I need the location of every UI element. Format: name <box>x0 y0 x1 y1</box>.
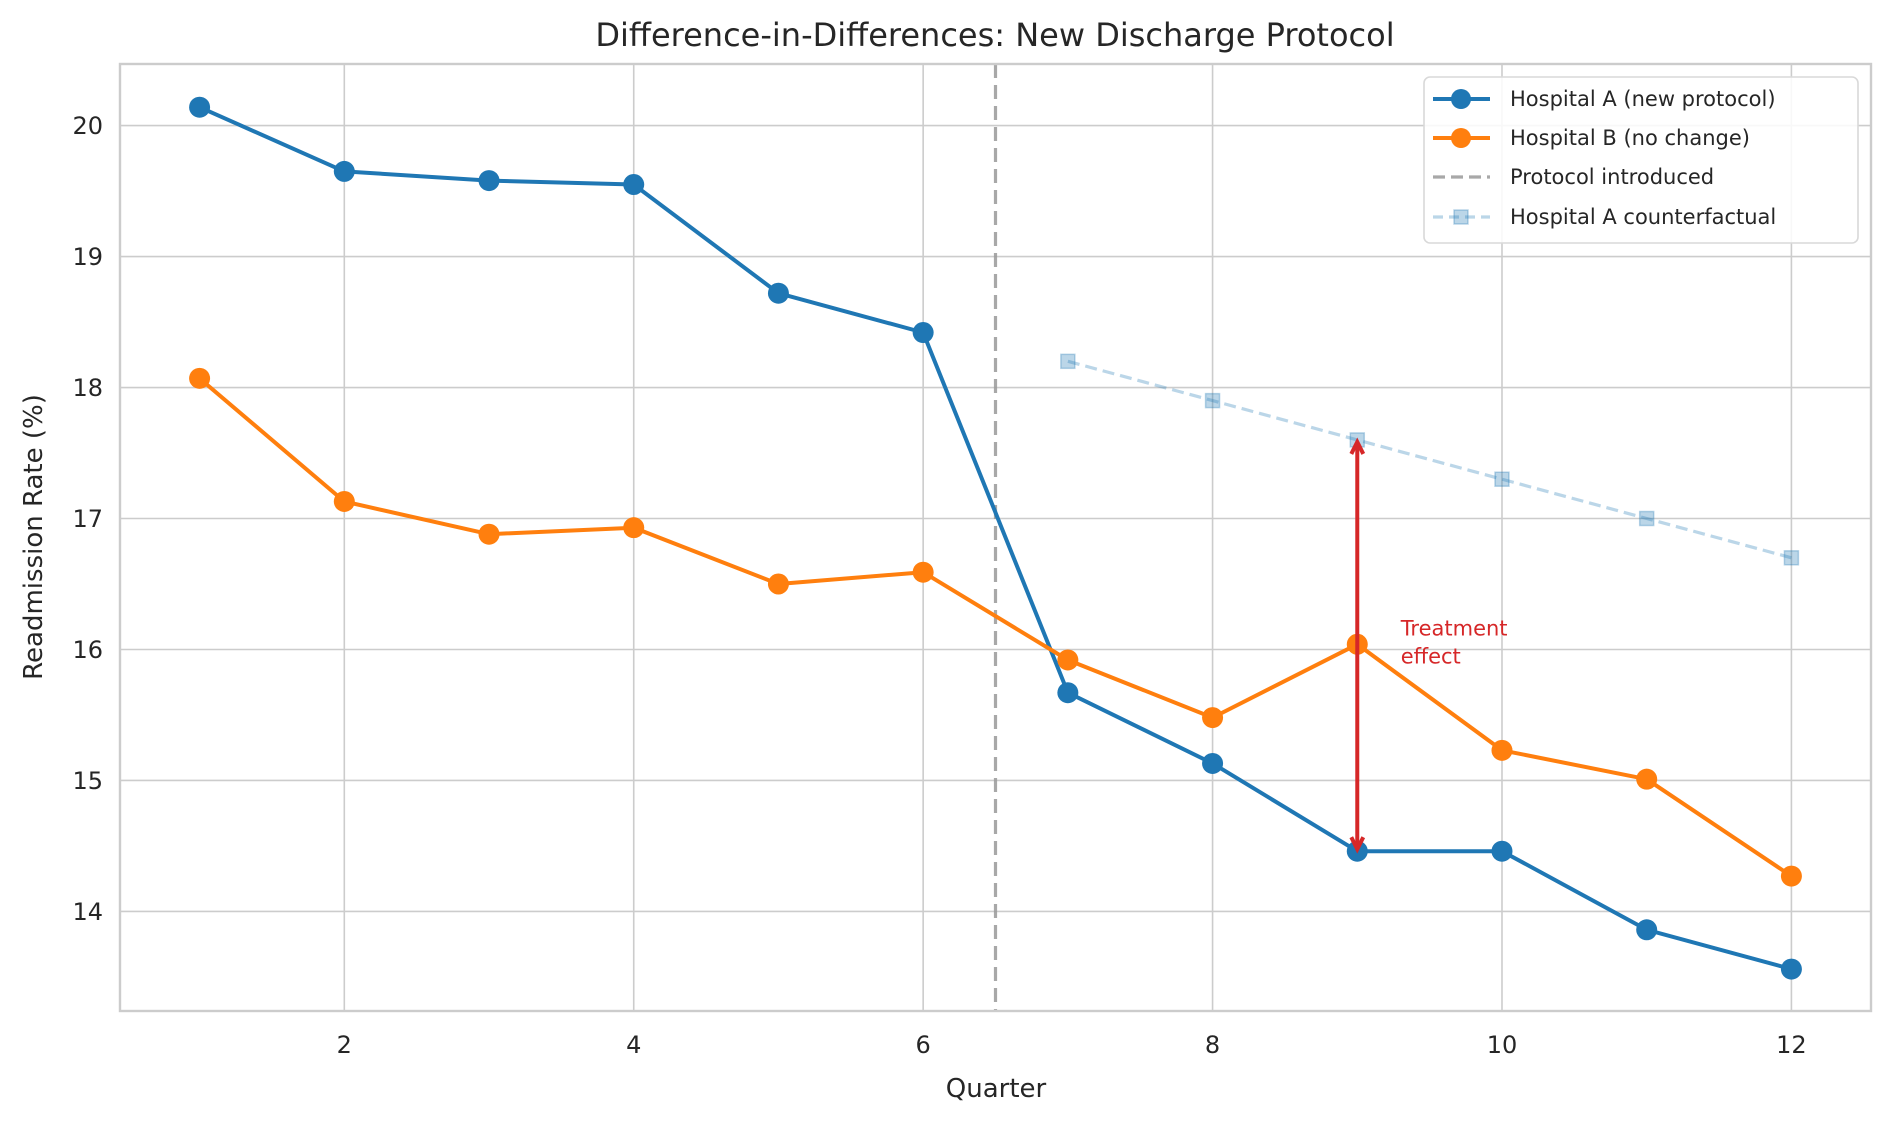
series-hospital-b-no-change <box>189 367 1802 887</box>
data-point <box>1638 510 1655 527</box>
y-tick-label: 14 <box>72 898 103 926</box>
legend-label-hospital-a: Hospital A (new protocol) <box>1510 87 1776 111</box>
data-point <box>333 490 355 512</box>
data-point <box>189 96 211 118</box>
data-point <box>623 174 645 196</box>
legend-marker-hospital-b <box>1451 128 1471 148</box>
data-point <box>1783 550 1800 566</box>
legend-label-hospital-b: Hospital B (no change) <box>1510 126 1750 150</box>
series-line-hospital-a-new-protocol <box>198 105 1792 972</box>
data-point <box>767 282 789 304</box>
data-point <box>1491 739 1513 761</box>
legend-marker-hospital-a <box>1451 89 1471 109</box>
x-tick-label: 4 <box>626 1031 641 1059</box>
series-hospital-a-new-protocol <box>189 96 1802 980</box>
y-tick-label: 16 <box>72 636 103 664</box>
legend-label-counterfactual: Hospital A counterfactual <box>1510 205 1776 229</box>
data-point <box>1780 958 1802 980</box>
data-point <box>478 170 500 192</box>
plot-frame <box>118 62 1873 1013</box>
y-tick-label: 15 <box>72 767 103 795</box>
y-tick-label: 20 <box>72 112 103 140</box>
data-point <box>912 322 934 344</box>
data-point <box>478 523 500 545</box>
data-point <box>912 561 934 583</box>
series-line-hospital-b-no-change <box>198 376 1793 878</box>
data-point <box>767 573 789 595</box>
data-point <box>1057 682 1079 704</box>
data-point <box>1494 471 1510 487</box>
x-tick-labels: 2 4 6 8 10 12 <box>337 1031 1807 1059</box>
data-point <box>1204 392 1221 409</box>
arrow-head-down-icon <box>1349 836 1366 854</box>
series-hospital-a-counterfactual <box>1060 353 1800 566</box>
legend: Hospital A (new protocol) Hospital B (no… <box>1423 76 1859 244</box>
x-tick-label: 2 <box>337 1031 352 1059</box>
x-tick-label: 10 <box>1487 1031 1518 1059</box>
y-tick-label: 17 <box>72 505 103 533</box>
annotation-layer: Treatment effect <box>1349 437 1508 854</box>
legend-item-counterfactual: Hospital A counterfactual <box>1433 205 1776 229</box>
data-point <box>189 367 211 389</box>
y-tick-label: 18 <box>72 374 103 402</box>
x-tick-label: 12 <box>1776 1031 1807 1059</box>
x-tick-label: 6 <box>916 1031 931 1059</box>
y-axis-label: Readmission Rate (%) <box>19 394 49 680</box>
data-point <box>623 517 645 539</box>
chart-title: Difference-in-Differences: New Discharge… <box>595 16 1394 54</box>
data-point <box>1060 353 1076 370</box>
legend-box <box>1423 76 1859 244</box>
data-point <box>1202 707 1224 729</box>
legend-item-protocol: Protocol introduced <box>1433 165 1714 189</box>
x-tick-label: 8 <box>1205 1031 1220 1059</box>
data-point <box>1780 865 1802 887</box>
legend-item-hospital-b: Hospital B (no change) <box>1433 126 1750 150</box>
data-point <box>333 160 355 182</box>
y-tick-label: 19 <box>72 243 103 271</box>
series-line-hospital-a-counterfactual <box>1067 359 1792 560</box>
data-point <box>1636 768 1658 790</box>
legend-label-protocol: Protocol introduced <box>1510 165 1714 189</box>
treatment-effect-label: effect <box>1401 644 1461 668</box>
data-point <box>1491 840 1513 862</box>
data-point <box>1202 752 1224 774</box>
y-tick-labels: 14 15 16 17 18 19 20 <box>72 112 103 926</box>
legend-marker-counterfactual <box>1453 209 1469 225</box>
data-point <box>1636 919 1658 941</box>
treatment-effect-label: Treatment <box>1400 616 1508 640</box>
data-point <box>1057 649 1079 671</box>
legend-item-hospital-a: Hospital A (new protocol) <box>1433 87 1776 111</box>
x-axis-label: Quarter <box>946 1074 1047 1104</box>
arrow-head-up-icon <box>1349 437 1366 455</box>
